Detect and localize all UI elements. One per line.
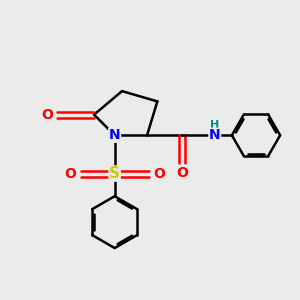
Text: N: N: [109, 128, 121, 142]
Text: H: H: [210, 120, 219, 130]
Text: O: O: [64, 167, 76, 181]
Text: O: O: [41, 108, 53, 122]
Text: N: N: [209, 128, 220, 142]
Text: S: S: [109, 166, 120, 181]
Text: O: O: [153, 167, 165, 181]
Text: O: O: [176, 166, 188, 180]
